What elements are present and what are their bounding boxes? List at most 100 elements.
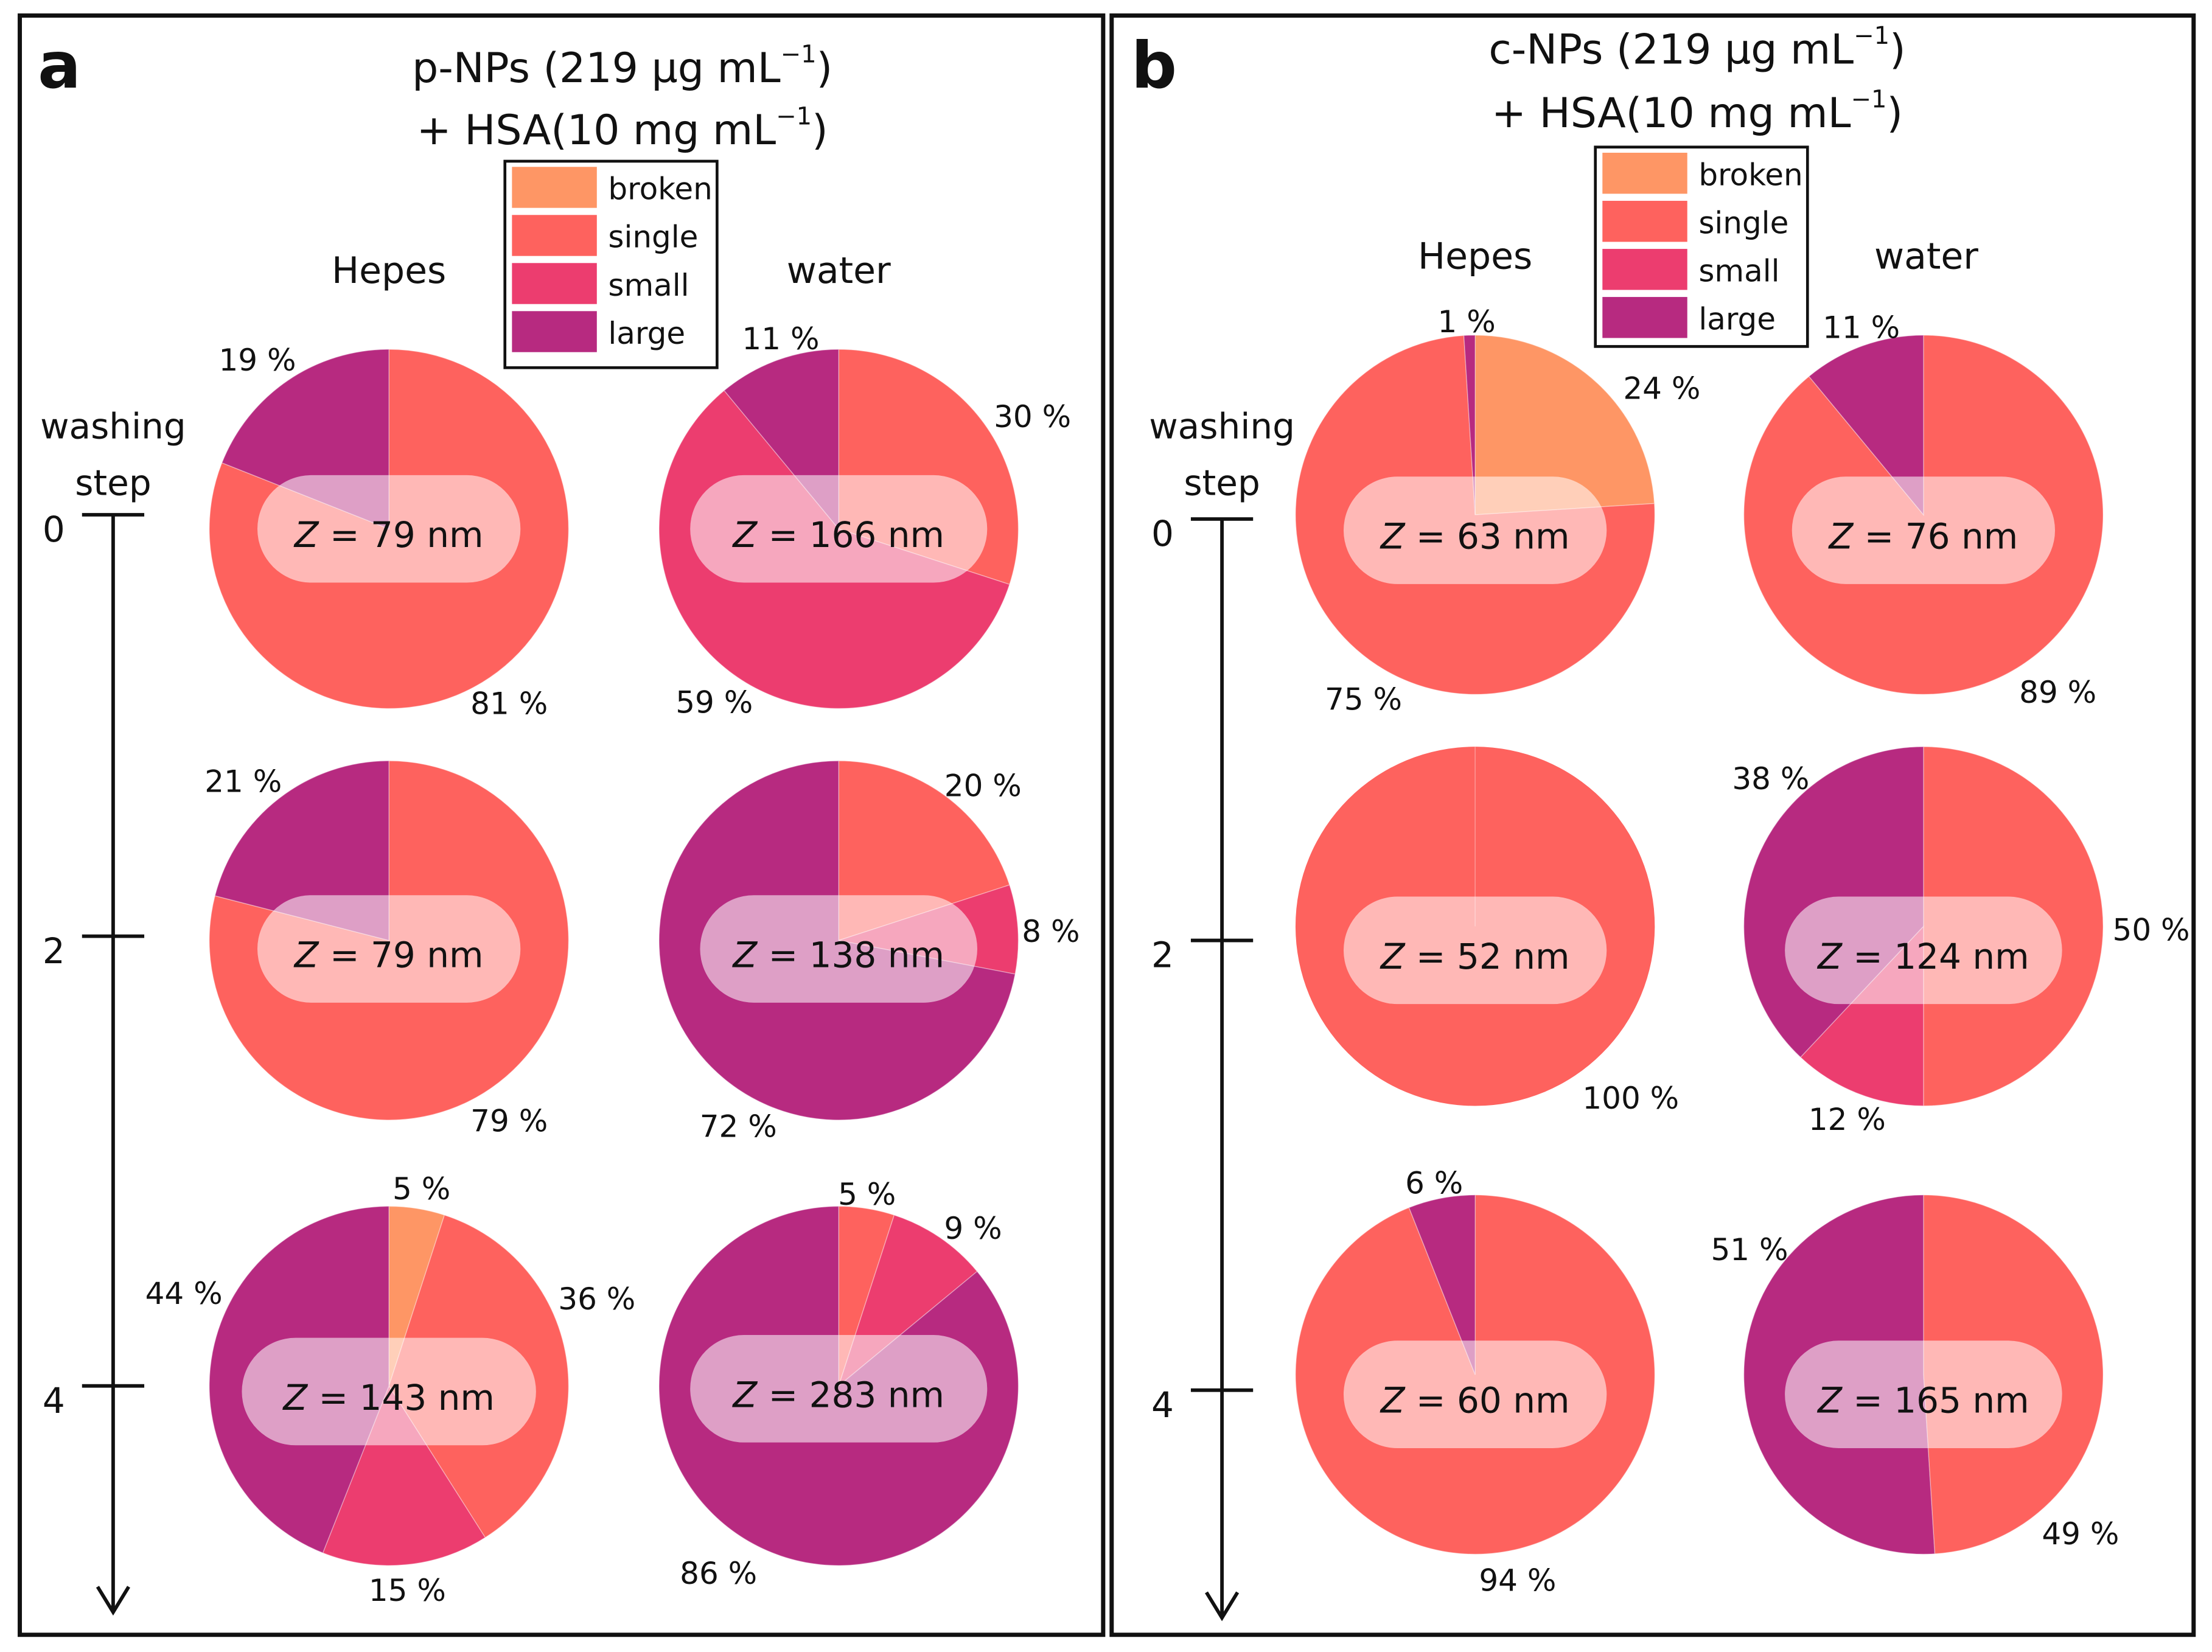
z-symbol: Z <box>1816 1380 1843 1421</box>
z-symbol: Z <box>731 1374 758 1415</box>
z-average-label: Z = 283 nm <box>731 1374 944 1415</box>
z-value: = 52 nm <box>1404 936 1569 977</box>
legend: broken single small large <box>1594 145 1809 348</box>
axis-title-line2: step <box>1184 462 1260 503</box>
pie-water-step-2: 50 % 12 % 38 % Z = 124 nm <box>1732 746 2190 1137</box>
legend-swatch-small <box>1602 249 1687 290</box>
z-symbol: Z <box>1816 936 1843 977</box>
pie-hepes-step-0: 24 % 75 % 1 % Z = 63 nm <box>1295 304 1700 717</box>
pie-water-step-0: 89 % 11 % Z = 76 nm <box>1743 310 2104 710</box>
title-text: ) <box>817 44 833 92</box>
pie-hepes-step-0: 81 % 19 % Z = 79 nm <box>209 343 570 722</box>
axis-tick-label: 0 <box>43 509 65 550</box>
legend-label-small: small <box>1698 254 1779 289</box>
z-average-pill <box>700 895 978 1003</box>
panel-letter: a <box>38 29 81 103</box>
column-label-hepes: Hepes <box>1418 235 1532 278</box>
z-average-label: Z = 79 nm <box>293 935 484 976</box>
pie-slice-label: 79 % <box>470 1103 548 1138</box>
z-value: = 166 nm <box>757 514 944 556</box>
pie-slice-label: 6 % <box>1405 1166 1463 1201</box>
pie-slice-label: 100 % <box>1582 1081 1679 1116</box>
z-value: = 124 nm <box>1842 936 2029 977</box>
axis-title-line2: step <box>75 462 151 503</box>
pie-hepes-step-4: 5 % 36 % 15 % 44 % Z = 143 nm <box>145 1171 636 1608</box>
z-value: = 79 nm <box>319 514 484 556</box>
pie-slice-label: 5 % <box>393 1171 450 1207</box>
pie-slice-label: 86 % <box>680 1556 757 1591</box>
z-average-label: Z = 79 nm <box>293 514 484 556</box>
panel-letter: b <box>1131 29 1177 103</box>
legend-label-large: large <box>1698 302 1776 337</box>
z-average-pill <box>242 1337 536 1446</box>
z-average-label: Z = 124 nm <box>1816 936 2029 977</box>
pie-slice-label: 11 % <box>742 321 819 357</box>
z-average-pill <box>1785 896 2062 1005</box>
z-average-pill <box>257 895 521 1003</box>
legend-swatch-small <box>512 263 597 304</box>
column-label-water: water <box>1874 235 1978 278</box>
column-label-water: water <box>787 249 891 292</box>
z-symbol: Z <box>293 935 319 976</box>
pie-slice-label: 36 % <box>558 1281 635 1317</box>
z-value: = 138 nm <box>757 935 944 976</box>
pie-slice-label: 72 % <box>700 1109 777 1145</box>
title-text: c-NPs (219 µg mL <box>1488 26 1854 74</box>
pie-slice-label: 24 % <box>1623 371 1700 406</box>
pie-water-step-2: 20 % 8 % 72 % Z = 138 nm <box>658 760 1080 1145</box>
z-value: = 165 nm <box>1842 1380 2029 1421</box>
legend-swatch-single <box>512 215 597 256</box>
title-superscript: −1 <box>776 103 812 131</box>
pie-slice-broken <box>1474 335 1655 515</box>
panel-frame <box>1109 13 2196 1637</box>
title-text: ) <box>1889 26 1906 74</box>
pie-slice-label: 81 % <box>470 686 548 722</box>
pie-slice-label: 19 % <box>218 343 296 378</box>
legend-label-broken: broken <box>1698 157 1802 192</box>
axis-title-line1: washing <box>40 405 186 447</box>
title-superscript: −1 <box>781 40 817 68</box>
axis-tick-label: 4 <box>1151 1384 1174 1426</box>
z-symbol: Z <box>282 1377 308 1418</box>
z-average-label: Z = 138 nm <box>731 935 944 976</box>
z-value: = 283 nm <box>757 1374 944 1415</box>
pie-slice-label: 11 % <box>1823 310 1900 345</box>
pie-slice-large <box>1463 335 1476 515</box>
pie-slice-label: 12 % <box>1809 1102 1886 1137</box>
legend-label-broken: broken <box>608 172 712 207</box>
legend-label-single: single <box>608 220 698 255</box>
pie-hepes-step-2: 79 % 21 % Z = 79 nm <box>204 760 570 1138</box>
pie-slice-small <box>322 1385 486 1566</box>
legend: broken single small large <box>503 159 719 369</box>
column-label-hepes: Hepes <box>332 249 446 292</box>
pie-slice-label: 20 % <box>944 768 1022 804</box>
pie-slice-large <box>1808 335 1924 517</box>
pie-slice-label: 49 % <box>2042 1516 2119 1552</box>
panel-b: b c-NPs (219 µg mL−1)+ HSA(10 mg mL−1)bro… <box>1109 13 2196 1637</box>
legend-swatch-large <box>512 311 597 352</box>
z-average-pill <box>1343 1340 1607 1448</box>
panel-a: a p-NPs (219 µg mL−1)+ HSA(10 mg mL−1)bro… <box>18 13 1106 1637</box>
z-average-label: Z = 60 nm <box>1380 1380 1570 1421</box>
pie-slice-label: 94 % <box>1479 1563 1556 1598</box>
pie-slice-label: 50 % <box>2113 913 2190 948</box>
title-text: + HSA(10 mg mL <box>417 106 776 155</box>
z-average-label: Z = 52 nm <box>1380 936 1570 977</box>
z-symbol: Z <box>1380 516 1406 557</box>
z-average-pill <box>690 1335 988 1443</box>
pie-hepes-step-2: 100 % Z = 52 nm <box>1295 747 1679 1116</box>
z-value: = 143 nm <box>307 1377 495 1418</box>
pie-slice-label: 89 % <box>2019 675 2096 710</box>
panel-frame <box>18 13 1106 1637</box>
pie-water-step-0: 30 % 59 % 11 % Z = 166 nm <box>658 321 1071 720</box>
legend-label-small: small <box>608 268 689 303</box>
axis-tick-label: 2 <box>1151 935 1174 976</box>
chart-title-line2: + HSA(10 mg mL−1) <box>1492 86 1903 138</box>
pie-slice-label: 15 % <box>369 1573 446 1608</box>
z-value: = 60 nm <box>1404 1380 1569 1421</box>
legend-label-large: large <box>608 316 685 351</box>
z-average-pill <box>257 475 521 583</box>
z-average-pill <box>1792 476 2056 584</box>
axis-tick-label: 4 <box>43 1380 65 1421</box>
